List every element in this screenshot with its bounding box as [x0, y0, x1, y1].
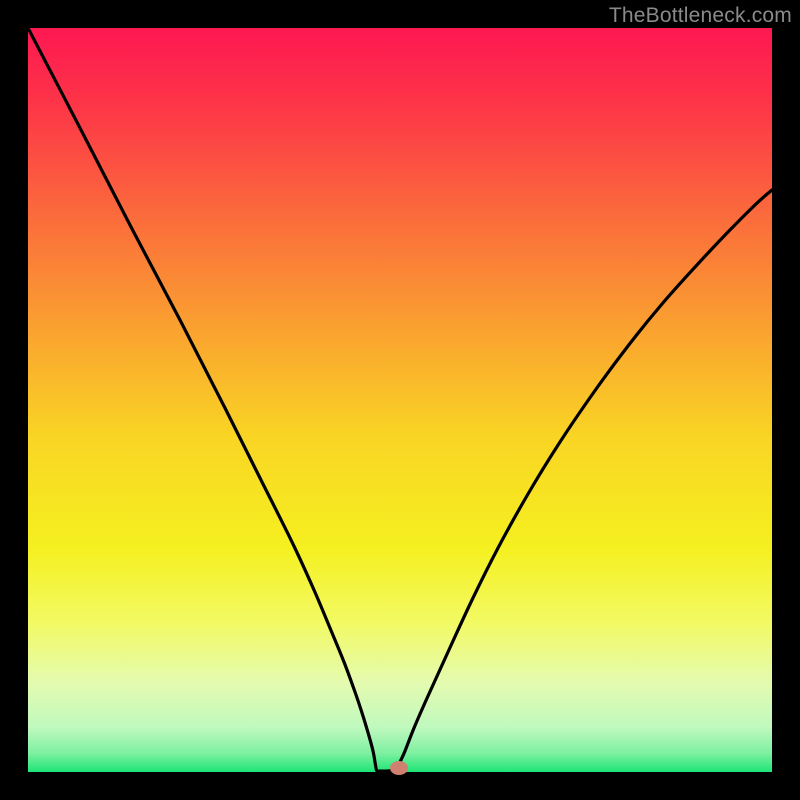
watermark-text: TheBottleneck.com — [609, 4, 792, 28]
chart-plot-area — [28, 28, 772, 772]
optimum-marker — [390, 761, 408, 775]
